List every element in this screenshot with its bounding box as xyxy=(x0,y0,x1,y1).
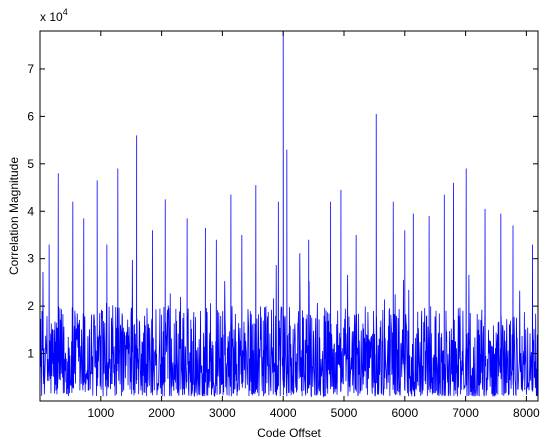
x-tick-label: 5000 xyxy=(331,406,358,420)
y-tick-label: 3 xyxy=(27,252,34,266)
y-scale-exponent: 4 xyxy=(63,7,68,17)
x-axis-label: Code Offset xyxy=(257,426,321,440)
y-tick-label: 2 xyxy=(27,299,34,313)
x-tick-label: 7000 xyxy=(452,406,479,420)
plot-frame xyxy=(39,30,539,402)
ticks-group: 1000 2000 3000 4000 5000 6000 7000 8000 1 2 3 4 5 6 7 xyxy=(27,31,540,420)
y-tick-label: 4 xyxy=(27,204,34,218)
y-tick-label: 5 xyxy=(27,157,34,171)
x-tick-label: 4000 xyxy=(270,406,297,420)
y-tick-label: 6 xyxy=(27,109,34,123)
y-axis-label: Correlation Magnitude xyxy=(7,157,21,275)
x-tick-label: 6000 xyxy=(391,406,418,420)
series-group xyxy=(39,30,539,398)
y-scale-factor: x 104 xyxy=(40,7,68,24)
x-tick-label: 2000 xyxy=(148,406,175,420)
series-line-0 xyxy=(39,30,539,398)
x-tick-label: 8000 xyxy=(513,406,540,420)
y-scale-base: x 10 xyxy=(40,10,63,24)
x-tick-label: 1000 xyxy=(87,406,114,420)
x-tick-label: 3000 xyxy=(209,406,236,420)
y-tick-label: 7 xyxy=(27,62,34,76)
y-tick-label: 1 xyxy=(27,347,34,361)
